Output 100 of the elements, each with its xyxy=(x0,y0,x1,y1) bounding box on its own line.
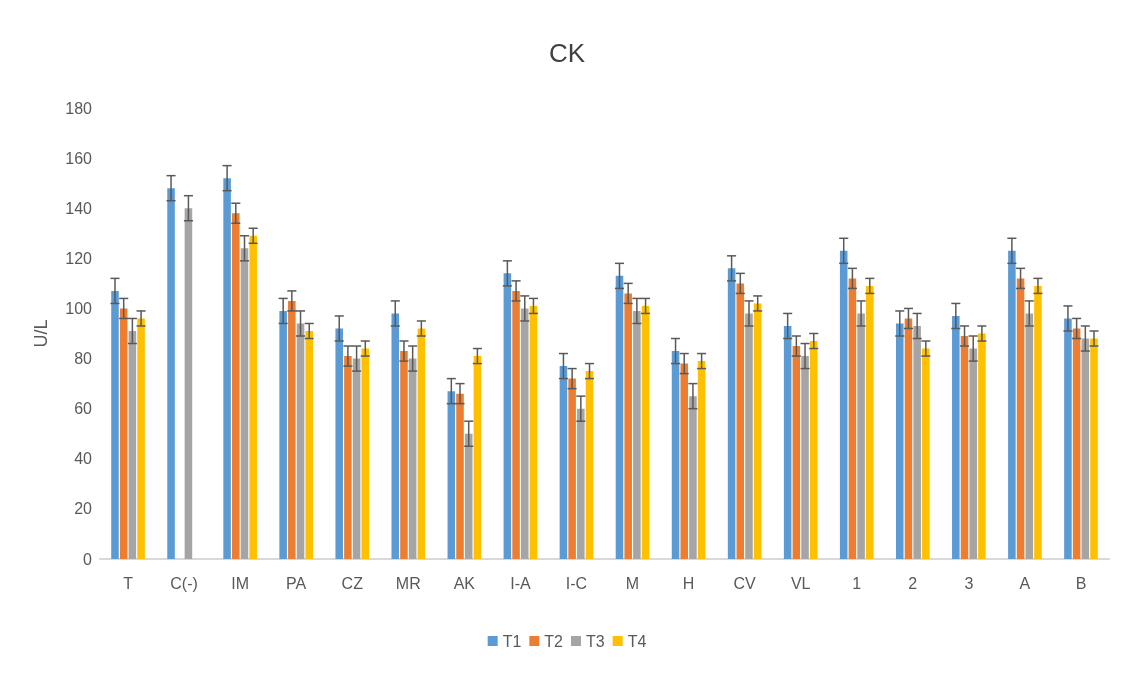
x-tick-label: B xyxy=(1075,574,1087,592)
x-tick-label: AK xyxy=(453,574,476,592)
x-tick-label: 1 xyxy=(852,574,862,592)
x-tick-label: IM xyxy=(231,574,250,592)
bar xyxy=(641,305,650,559)
bar xyxy=(913,325,921,559)
bar xyxy=(978,333,986,559)
bar xyxy=(783,325,792,559)
bar xyxy=(111,290,119,559)
x-tick-label: CZ xyxy=(341,574,364,592)
bar xyxy=(296,323,305,559)
y-tick-label: 60 xyxy=(74,400,93,418)
bar xyxy=(809,341,818,559)
x-tick-label: VL xyxy=(790,574,811,592)
bar xyxy=(1064,318,1072,559)
bar xyxy=(952,315,960,559)
bar xyxy=(464,433,473,559)
y-tick-label: 80 xyxy=(74,350,93,368)
x-tick-label: A xyxy=(1019,574,1031,592)
bar xyxy=(279,310,287,559)
x-tick-label: T xyxy=(123,574,134,592)
bar xyxy=(922,348,930,559)
bar xyxy=(727,268,736,559)
bar xyxy=(473,356,482,559)
bar xyxy=(1072,328,1081,559)
bar xyxy=(904,318,913,559)
bar xyxy=(335,328,343,559)
bar xyxy=(848,278,857,559)
y-tick-label: 140 xyxy=(65,199,93,217)
bar xyxy=(1090,338,1098,559)
bar xyxy=(680,363,689,559)
bar xyxy=(615,275,624,559)
bar xyxy=(1025,313,1034,559)
bar xyxy=(689,396,697,559)
bar xyxy=(503,273,512,559)
bar xyxy=(344,356,352,559)
bar xyxy=(577,408,585,559)
y-tick-label: 0 xyxy=(83,550,93,568)
bar xyxy=(559,366,568,559)
bar xyxy=(568,378,576,559)
x-tick-label: M xyxy=(625,574,640,592)
bar xyxy=(801,356,809,559)
bar xyxy=(167,188,175,559)
x-tick-label: CV xyxy=(733,574,757,592)
bar xyxy=(697,361,706,559)
bar xyxy=(352,358,361,559)
x-tick-label: MR xyxy=(395,574,421,592)
x-tick-label: C(-) xyxy=(170,574,198,592)
x-tick-label: PA xyxy=(286,574,307,592)
bar xyxy=(529,305,538,559)
x-tick-label: I-A xyxy=(510,574,531,592)
bar xyxy=(671,351,680,559)
legend-label: T3 xyxy=(586,632,605,650)
y-tick-label: 20 xyxy=(74,500,93,518)
bar xyxy=(960,336,969,559)
bar xyxy=(624,293,632,559)
bar xyxy=(1008,250,1016,559)
bar xyxy=(288,300,296,559)
bar xyxy=(633,310,641,559)
bar xyxy=(1081,338,1090,559)
y-tick-label: 160 xyxy=(65,149,93,167)
x-tick-label: 3 xyxy=(964,574,974,592)
chart-title: CK xyxy=(548,38,586,68)
bar xyxy=(456,393,464,559)
bar xyxy=(753,303,762,559)
bar xyxy=(184,208,193,559)
bar xyxy=(119,308,128,559)
bar xyxy=(361,348,370,559)
x-tick-label: I-C xyxy=(565,574,588,592)
bar xyxy=(240,248,249,559)
bar xyxy=(417,328,426,559)
x-tick-label: H xyxy=(682,574,695,592)
bar xyxy=(839,250,848,559)
bar xyxy=(1034,285,1042,559)
bar xyxy=(447,391,456,559)
bar xyxy=(895,323,904,559)
y-tick-label: 40 xyxy=(74,450,93,468)
bar xyxy=(512,290,520,559)
x-tick-label: 2 xyxy=(908,574,918,592)
bar xyxy=(305,330,314,559)
bar xyxy=(857,313,865,559)
bar xyxy=(232,213,240,559)
y-axis-title: U/L xyxy=(31,319,51,348)
bar xyxy=(736,283,745,559)
bar xyxy=(969,348,977,559)
legend-label: T1 xyxy=(502,632,522,650)
bar xyxy=(520,308,529,559)
legend-label: T2 xyxy=(544,632,564,650)
bar xyxy=(391,313,400,559)
bar xyxy=(745,313,753,559)
bar xyxy=(400,351,408,559)
bar xyxy=(223,178,231,559)
bar xyxy=(128,330,137,559)
legend-label: T4 xyxy=(627,632,647,650)
y-tick-label: 100 xyxy=(65,299,93,317)
bar xyxy=(408,358,417,559)
bar xyxy=(137,318,145,559)
bar xyxy=(866,285,874,559)
y-tick-label: 180 xyxy=(65,99,93,117)
bar xyxy=(585,371,594,559)
